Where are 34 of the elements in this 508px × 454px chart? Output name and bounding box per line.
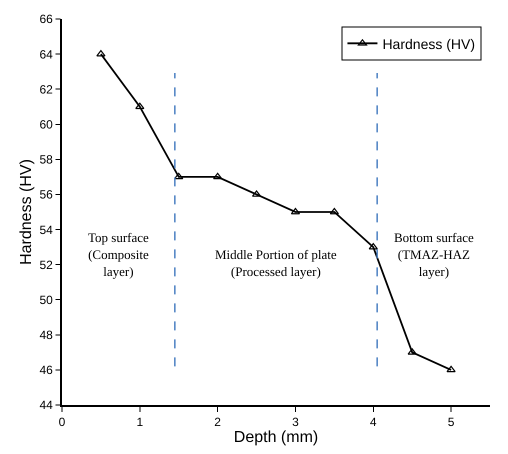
legend-label: Hardness (HV) [382,36,476,52]
y-tick-label: 44 [39,398,54,412]
y-tick-label: 62 [39,82,54,96]
annotation: Top surface (Composite layer) [88,230,150,279]
y-tick-label: 50 [39,292,54,307]
y-tick-label: 46 [39,363,54,378]
point [368,242,378,250]
y-tick-label: 60 [39,117,54,132]
point [330,208,339,214]
y-tick-label: 52 [39,258,54,272]
point [213,172,222,180]
point [446,366,456,372]
point [174,172,184,180]
annotation: Middle Portion of plate (Processed layer) [215,247,337,279]
y-tick-label: 56 [39,188,54,202]
x-tick-label: 2 [214,415,222,430]
x-axis-title: Depth (mm) [234,429,318,446]
point [290,208,300,214]
point [135,102,144,110]
y-tick-label: 64 [39,47,54,62]
point [96,50,106,56]
x-tick-label: 4 [370,415,377,430]
x-tick-label: 1 [136,415,144,430]
y-tick-label: 58 [39,152,54,167]
point [252,190,262,197]
y-tick-label: 48 [39,328,54,342]
x-tick-label: 3 [292,415,300,430]
x-tick-label: 0 [58,415,66,430]
annotation: Bottom surface (TMAZ-HAZ layer) [394,230,474,279]
x-tick-label: 5 [448,415,455,430]
y-tick-label: 54 [39,222,54,237]
point [408,348,417,355]
y-axis-title: Hardness (HV) [18,159,35,265]
y-tick-label: 66 [39,12,54,26]
